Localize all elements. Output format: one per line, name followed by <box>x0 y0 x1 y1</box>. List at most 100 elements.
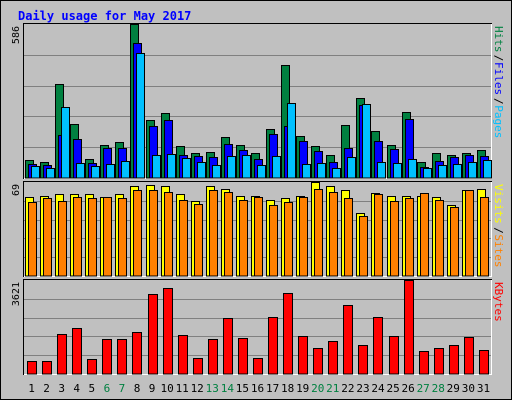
bar-sites-day-20 <box>314 189 323 277</box>
bar-pages-day-5 <box>91 166 100 179</box>
bar-pages-day-28 <box>438 165 447 179</box>
day-label-10: 10 <box>160 382 173 395</box>
bar-kbytes-day-15 <box>238 338 248 375</box>
bar-pages-day-23 <box>362 104 371 179</box>
bar-kbytes-day-17 <box>268 317 278 375</box>
panel-max-label: 586 <box>11 26 22 44</box>
day-label-26: 26 <box>401 382 414 395</box>
legend-sites: Sites <box>492 234 505 267</box>
day-label-20: 20 <box>311 382 324 395</box>
legend-separator: / <box>492 55 505 62</box>
bar-sites-day-6 <box>103 197 112 277</box>
bar-kbytes-day-16 <box>253 358 263 375</box>
bar-kbytes-day-4 <box>72 328 82 375</box>
bar-kbytes-day-27 <box>419 351 429 375</box>
bar-kbytes-day-18 <box>283 293 293 375</box>
bar-kbytes-day-5 <box>87 359 97 375</box>
bar-sites-day-14 <box>224 192 233 277</box>
day-label-13: 13 <box>206 382 219 395</box>
day-label-4: 4 <box>73 382 80 395</box>
bar-sites-day-26 <box>405 198 414 277</box>
bar-sites-day-3 <box>58 201 67 277</box>
bar-sites-day-16 <box>254 197 263 277</box>
legend-hits: Hits <box>492 26 505 53</box>
bar-kbytes-day-7 <box>117 339 127 375</box>
bar-kbytes-day-12 <box>193 358 203 375</box>
bar-sites-day-21 <box>329 192 338 277</box>
day-label-17: 17 <box>266 382 279 395</box>
bar-pages-day-21 <box>332 168 341 179</box>
bar-sites-day-29 <box>450 207 459 277</box>
bar-kbytes-day-11 <box>178 335 188 375</box>
bar-sites-day-17 <box>269 205 278 277</box>
day-label-7: 7 <box>119 382 126 395</box>
bar-sites-day-23 <box>359 216 368 277</box>
bar-pages-day-7 <box>121 161 130 179</box>
day-label-11: 11 <box>176 382 189 395</box>
bar-pages-day-2 <box>46 168 55 179</box>
day-label-22: 22 <box>341 382 354 395</box>
day-label-1: 1 <box>28 382 35 395</box>
bar-kbytes-day-22 <box>343 305 353 375</box>
day-label-16: 16 <box>251 382 264 395</box>
bar-pages-day-31 <box>483 160 492 179</box>
day-label-28: 28 <box>432 382 445 395</box>
legend-pages: Pages <box>492 105 505 138</box>
bar-pages-day-25 <box>393 163 402 179</box>
bar-pages-day-9 <box>152 155 161 179</box>
bar-pages-day-22 <box>347 157 356 179</box>
bar-sites-day-12 <box>194 204 203 277</box>
bar-sites-day-19 <box>299 197 308 277</box>
bar-sites-day-22 <box>344 198 353 277</box>
day-label-18: 18 <box>281 382 294 395</box>
bar-sites-day-13 <box>209 190 218 277</box>
day-label-5: 5 <box>88 382 95 395</box>
bar-kbytes-day-31 <box>479 350 489 375</box>
bar-pages-day-26 <box>408 159 417 179</box>
panel-max-label: 3621 <box>11 282 22 306</box>
bar-sites-day-27 <box>420 193 429 277</box>
bar-sites-day-10 <box>164 192 173 277</box>
bar-pages-day-12 <box>197 162 206 179</box>
bar-pages-day-29 <box>453 164 462 179</box>
day-label-6: 6 <box>104 382 111 395</box>
day-label-25: 25 <box>386 382 399 395</box>
day-label-30: 30 <box>462 382 475 395</box>
legend-kbytes: KBytes <box>492 282 505 322</box>
legend-files: Files <box>492 62 505 95</box>
day-label-9: 9 <box>149 382 156 395</box>
bar-pages-day-27 <box>423 168 432 179</box>
bar-sites-day-28 <box>435 200 444 277</box>
bar-kbytes-day-1 <box>27 361 37 375</box>
bar-pages-day-18 <box>287 103 296 179</box>
bar-kbytes-day-2 <box>42 361 52 375</box>
bar-kbytes-day-19 <box>298 336 308 375</box>
chart-title: Daily usage for May 2017 <box>18 9 191 23</box>
bar-sites-day-15 <box>239 200 248 277</box>
panel-max-label: 69 <box>11 184 22 196</box>
bar-kbytes-day-20 <box>313 348 323 375</box>
bar-kbytes-day-3 <box>57 334 67 375</box>
day-label-29: 29 <box>447 382 460 395</box>
bar-kbytes-day-13 <box>208 339 218 375</box>
bar-sites-day-30 <box>465 190 474 277</box>
bar-kbytes-day-10 <box>163 288 173 375</box>
bar-kbytes-day-30 <box>464 337 474 375</box>
bar-pages-day-19 <box>302 164 311 179</box>
bar-kbytes-day-9 <box>148 294 158 375</box>
bar-kbytes-day-28 <box>434 348 444 375</box>
bar-pages-day-14 <box>227 156 236 179</box>
bar-pages-day-16 <box>257 165 266 179</box>
bar-pages-day-24 <box>377 162 386 179</box>
bar-pages-day-3 <box>61 107 70 179</box>
bar-pages-day-20 <box>317 163 326 179</box>
bar-kbytes-day-8 <box>132 332 142 375</box>
bar-sites-day-7 <box>118 198 127 277</box>
bar-kbytes-day-14 <box>223 318 233 375</box>
bar-sites-day-1 <box>28 202 37 277</box>
bar-sites-day-24 <box>374 194 383 277</box>
day-label-8: 8 <box>134 382 141 395</box>
bar-pages-day-15 <box>242 155 251 179</box>
